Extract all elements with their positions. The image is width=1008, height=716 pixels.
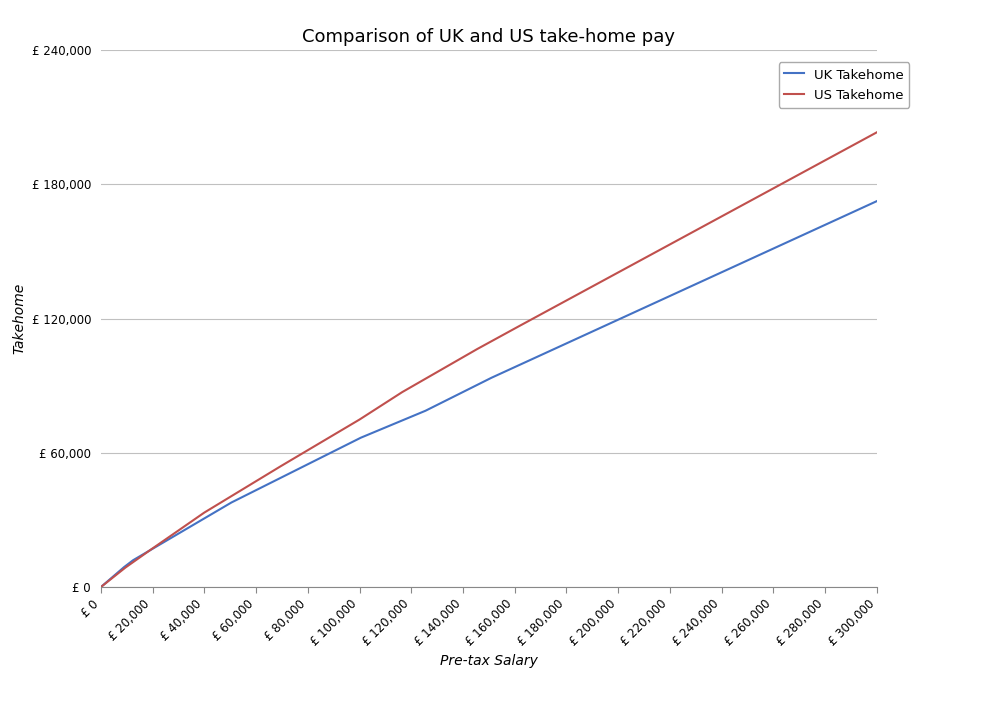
Legend: UK Takehome, US Takehome: UK Takehome, US Takehome (779, 62, 909, 107)
Title: Comparison of UK and US take-home pay: Comparison of UK and US take-home pay (302, 28, 675, 46)
UK Takehome (240, 491, 252, 500)
UK Takehome (351, 435, 363, 444)
UK Takehome (95, 583, 107, 591)
UK Takehome (820, 221, 832, 229)
X-axis label: Pre-tax Salary: Pre-tax Salary (439, 654, 538, 668)
Line: US Takehome: US Takehome (101, 132, 877, 587)
Y-axis label: Takehome: Takehome (12, 283, 26, 354)
US Takehome (95, 583, 107, 591)
US Takehome (240, 483, 252, 492)
US Takehome (144, 546, 156, 554)
Line: UK Takehome: UK Takehome (101, 201, 877, 587)
UK Takehome (871, 197, 883, 205)
US Takehome (713, 213, 725, 222)
US Takehome (820, 156, 832, 165)
US Takehome (351, 417, 363, 425)
US Takehome (847, 141, 859, 150)
UK Takehome (144, 546, 156, 555)
UK Takehome (847, 208, 859, 217)
UK Takehome (713, 269, 725, 278)
US Takehome (871, 128, 883, 137)
